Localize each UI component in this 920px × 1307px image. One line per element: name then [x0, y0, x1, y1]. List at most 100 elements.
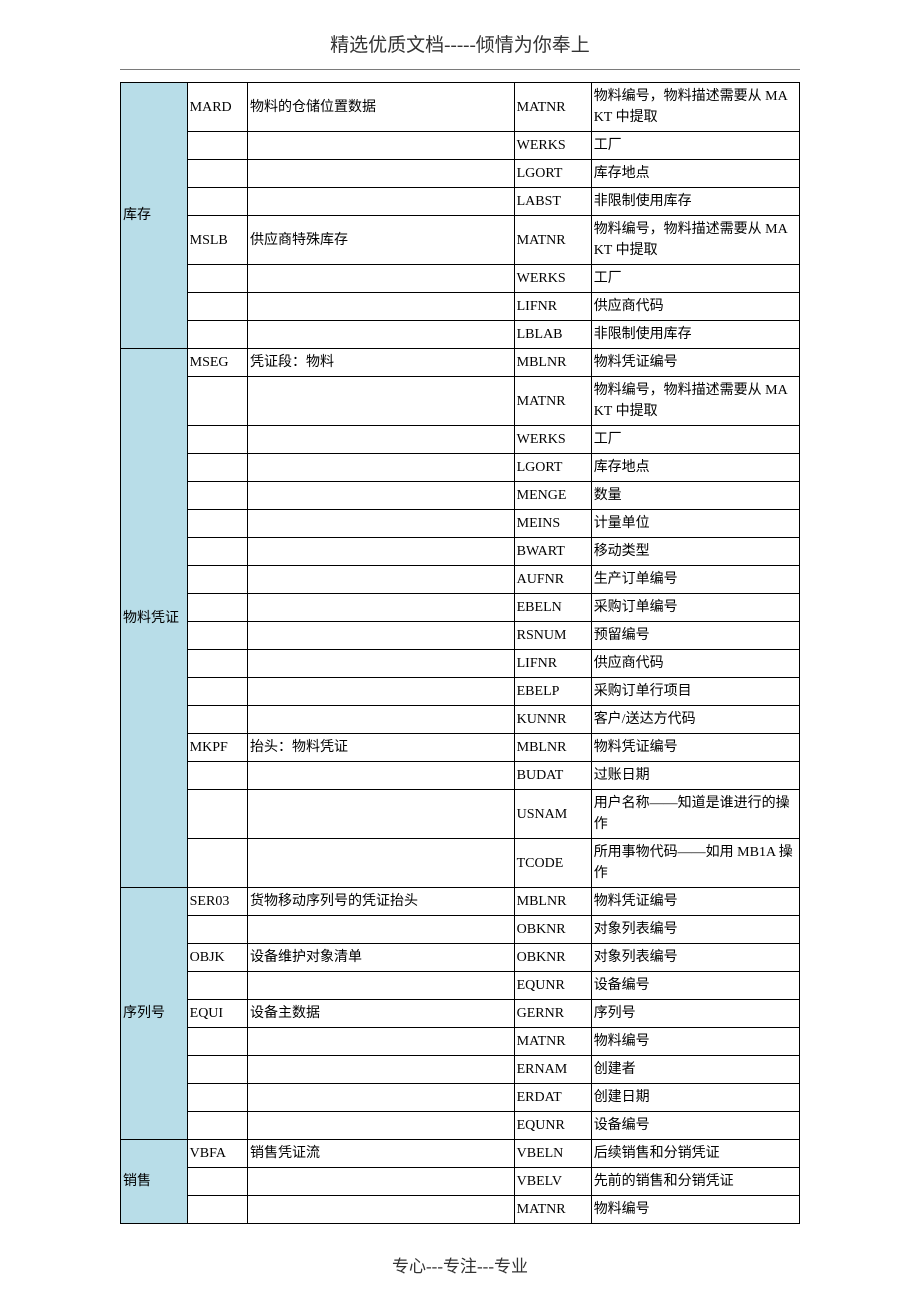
empty-cell: [187, 706, 247, 734]
empty-cell: [248, 566, 515, 594]
field-desc-cell: 物料凭证编号: [591, 888, 799, 916]
empty-cell: [248, 1168, 515, 1196]
empty-cell: [248, 972, 515, 1000]
field-desc-cell: 物料编号: [591, 1196, 799, 1224]
table-row: MATNR物料编号，物料描述需要从 MAKT 中提取: [121, 377, 800, 426]
table-row: WERKS工厂: [121, 426, 800, 454]
empty-cell: [187, 839, 247, 888]
table-code-cell: SER03: [187, 888, 247, 916]
field-code-cell: LABST: [514, 188, 591, 216]
empty-cell: [248, 916, 515, 944]
table-row: LGORT库存地点: [121, 160, 800, 188]
field-desc-cell: 供应商代码: [591, 293, 799, 321]
empty-cell: [187, 160, 247, 188]
table-code-cell: EQUI: [187, 1000, 247, 1028]
table-row: OBKNR对象列表编号: [121, 916, 800, 944]
page-header: 精选优质文档-----倾情为你奉上: [120, 30, 800, 70]
empty-cell: [248, 321, 515, 349]
field-desc-cell: 创建者: [591, 1056, 799, 1084]
empty-cell: [187, 622, 247, 650]
table-desc-cell: 凭证段：物料: [248, 349, 515, 377]
table-row: MATNR物料编号: [121, 1028, 800, 1056]
field-code-cell: MBLNR: [514, 734, 591, 762]
field-desc-cell: 供应商代码: [591, 650, 799, 678]
empty-cell: [248, 1196, 515, 1224]
field-code-cell: ERNAM: [514, 1056, 591, 1084]
table-desc-cell: 设备维护对象清单: [248, 944, 515, 972]
empty-cell: [187, 265, 247, 293]
field-code-cell: KUNNR: [514, 706, 591, 734]
field-desc-cell: 后续销售和分销凭证: [591, 1140, 799, 1168]
empty-cell: [187, 1028, 247, 1056]
field-code-cell: BUDAT: [514, 762, 591, 790]
field-code-cell: AUFNR: [514, 566, 591, 594]
table-desc-cell: 供应商特殊库存: [248, 216, 515, 265]
empty-cell: [248, 377, 515, 426]
field-desc-cell: 物料凭证编号: [591, 349, 799, 377]
field-desc-cell: 用户名称——知道是谁进行的操作: [591, 790, 799, 839]
field-desc-cell: 对象列表编号: [591, 916, 799, 944]
table-row: MATNR物料编号: [121, 1196, 800, 1224]
empty-cell: [187, 1084, 247, 1112]
empty-cell: [187, 321, 247, 349]
empty-cell: [187, 594, 247, 622]
table-row: LIFNR供应商代码: [121, 293, 800, 321]
field-desc-cell: 非限制使用库存: [591, 321, 799, 349]
empty-cell: [248, 790, 515, 839]
field-code-cell: LIFNR: [514, 293, 591, 321]
empty-cell: [187, 510, 247, 538]
field-code-cell: USNAM: [514, 790, 591, 839]
table-row: 物料凭证MSEG凭证段：物料MBLNR物料凭证编号: [121, 349, 800, 377]
table-row: OBJK设备维护对象清单OBKNR对象列表编号: [121, 944, 800, 972]
field-desc-cell: 物料编号，物料描述需要从 MAKT 中提取: [591, 216, 799, 265]
empty-cell: [248, 1056, 515, 1084]
table-row: BWART移动类型: [121, 538, 800, 566]
empty-cell: [187, 132, 247, 160]
empty-cell: [187, 426, 247, 454]
table-code-cell: OBJK: [187, 944, 247, 972]
empty-cell: [187, 293, 247, 321]
table-row: LBLAB非限制使用库存: [121, 321, 800, 349]
empty-cell: [187, 972, 247, 1000]
empty-cell: [187, 1168, 247, 1196]
field-code-cell: VBELV: [514, 1168, 591, 1196]
field-code-cell: EQUNR: [514, 1112, 591, 1140]
sap-fields-table: 库存MARD物料的仓储位置数据MATNR物料编号，物料描述需要从 MAKT 中提…: [120, 82, 800, 1224]
field-desc-cell: 先前的销售和分销凭证: [591, 1168, 799, 1196]
table-row: EBELN采购订单编号: [121, 594, 800, 622]
empty-cell: [248, 160, 515, 188]
table-row: MEINS计量单位: [121, 510, 800, 538]
empty-cell: [248, 293, 515, 321]
empty-cell: [187, 482, 247, 510]
field-desc-cell: 物料凭证编号: [591, 734, 799, 762]
field-code-cell: EBELP: [514, 678, 591, 706]
field-desc-cell: 预留编号: [591, 622, 799, 650]
field-desc-cell: 计量单位: [591, 510, 799, 538]
empty-cell: [187, 1112, 247, 1140]
table-row: MKPF抬头：物料凭证MBLNR物料凭证编号: [121, 734, 800, 762]
field-desc-cell: 过账日期: [591, 762, 799, 790]
field-code-cell: MATNR: [514, 83, 591, 132]
field-desc-cell: 序列号: [591, 1000, 799, 1028]
group-name-cell: 序列号: [121, 888, 188, 1140]
table-row: AUFNR生产订单编号: [121, 566, 800, 594]
field-code-cell: MATNR: [514, 1028, 591, 1056]
table-code-cell: MKPF: [187, 734, 247, 762]
field-desc-cell: 设备编号: [591, 972, 799, 1000]
table-row: ERNAM创建者: [121, 1056, 800, 1084]
table-code-cell: VBFA: [187, 1140, 247, 1168]
field-desc-cell: 工厂: [591, 132, 799, 160]
field-desc-cell: 创建日期: [591, 1084, 799, 1112]
empty-cell: [248, 678, 515, 706]
field-code-cell: LBLAB: [514, 321, 591, 349]
empty-cell: [248, 482, 515, 510]
field-desc-cell: 设备编号: [591, 1112, 799, 1140]
table-code-cell: MARD: [187, 83, 247, 132]
field-desc-cell: 物料编号，物料描述需要从 MAKT 中提取: [591, 377, 799, 426]
empty-cell: [248, 706, 515, 734]
field-desc-cell: 库存地点: [591, 454, 799, 482]
field-desc-cell: 库存地点: [591, 160, 799, 188]
field-code-cell: OBKNR: [514, 916, 591, 944]
field-code-cell: WERKS: [514, 426, 591, 454]
table-desc-cell: 设备主数据: [248, 1000, 515, 1028]
